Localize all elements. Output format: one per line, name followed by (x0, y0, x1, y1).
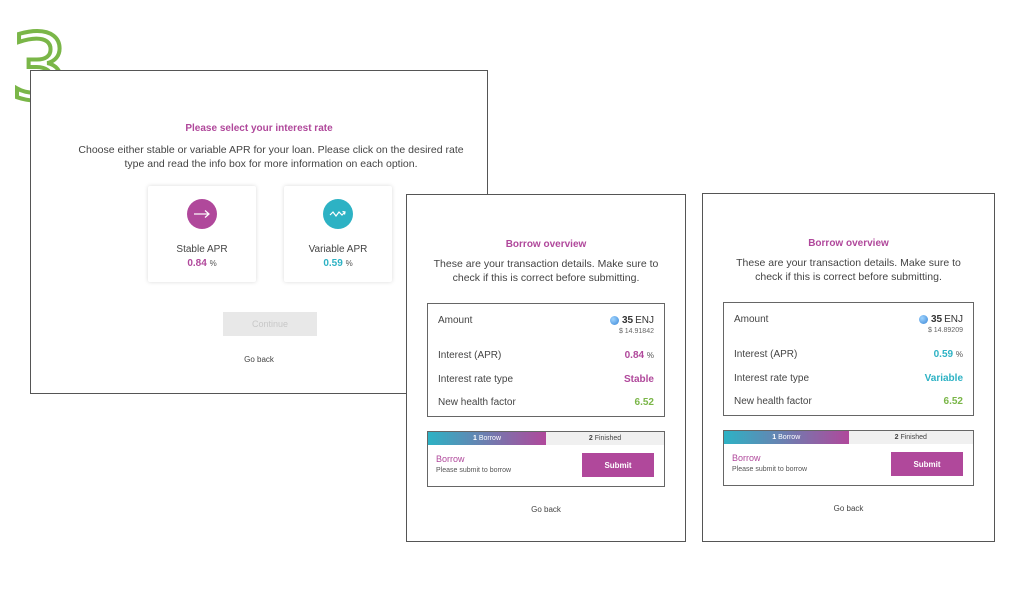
rate-type-label: Interest rate type (734, 373, 810, 384)
submit-button[interactable]: Submit (582, 453, 654, 477)
go-back-link[interactable]: Go back (531, 505, 561, 514)
amount-value: 35 (621, 315, 634, 326)
borrow-steps: 1 Borrow 2 Finished Borrow Please submit… (723, 430, 974, 486)
rate-type-value: Stable (623, 374, 654, 385)
step-1-borrow: 1 Borrow (724, 431, 849, 444)
select-rate-title: Please select your interest rate (185, 123, 333, 134)
variable-apr-card[interactable]: Variable APR 0.59 % (284, 186, 392, 282)
step-2-finished: 2 Finished (848, 431, 973, 444)
step-1-borrow: 1 Borrow (428, 432, 546, 445)
continue-button[interactable]: Continue (223, 312, 317, 336)
step-2-finished: 2 Finished (546, 432, 664, 445)
health-factor-value: 6.52 (943, 396, 963, 407)
borrow-overview-variable: Borrow overview These are your transacti… (702, 193, 995, 542)
overview-description: These are your transaction details. Make… (736, 257, 961, 283)
overview-title: Borrow overview (808, 238, 889, 249)
health-factor-value: 6.52 (634, 397, 654, 408)
go-back-link[interactable]: Go back (833, 504, 864, 513)
select-rate-description: Choose either stable or variable APR for… (78, 144, 464, 170)
variable-apr-value: 0.59 % (323, 258, 353, 269)
amount-label: Amount (734, 314, 769, 325)
rate-type-label: Interest rate type (438, 374, 514, 385)
enj-token-icon (609, 316, 619, 325)
borrow-steps: 1 Borrow 2 Finished Borrow Please submit… (427, 431, 665, 487)
step-progress-bar: 1 Borrow 2 Finished (724, 431, 973, 444)
step-progress-bar: 1 Borrow 2 Finished (428, 432, 664, 445)
amount-usd: $ 14.89209 (927, 327, 963, 334)
arrow-right-icon (187, 199, 217, 229)
amount-token: ENJ (944, 314, 963, 325)
go-back-link[interactable]: Go back (244, 355, 274, 364)
rate-type-value: Variable (924, 373, 963, 384)
transaction-details: Amount 35 ENJ $ 14.89209 Interest (APR) … (723, 302, 974, 416)
amount-token: ENJ (635, 315, 654, 326)
stable-apr-value: 0.84 % (187, 258, 217, 269)
interest-label: Interest (APR) (734, 349, 798, 360)
interest-value: 0.84 % (624, 350, 654, 361)
submit-button[interactable]: Submit (891, 452, 963, 476)
interest-value: 0.59 % (933, 349, 963, 360)
health-factor-label: New health factor (734, 396, 812, 407)
zigzag-arrow-icon (323, 199, 353, 229)
amount-label: Amount (438, 315, 473, 326)
variable-apr-label: Variable APR (308, 244, 368, 255)
action-title: Borrow (732, 453, 761, 463)
interest-label: Interest (APR) (438, 350, 502, 361)
enj-token-icon (918, 315, 928, 324)
stable-apr-label: Stable APR (176, 244, 228, 255)
overview-title: Borrow overview (505, 239, 587, 250)
health-factor-label: New health factor (438, 397, 516, 408)
action-subtitle: Please submit to borrow (732, 466, 808, 473)
action-subtitle: Please submit to borrow (436, 467, 512, 474)
amount-usd: $ 14.91842 (618, 328, 654, 335)
overview-description: These are your transaction details. Make… (433, 258, 659, 284)
stable-apr-card[interactable]: Stable APR 0.84 % (148, 186, 256, 282)
borrow-overview-stable: Borrow overview These are your transacti… (406, 194, 686, 542)
action-title: Borrow (436, 454, 465, 464)
amount-value: 35 (930, 314, 943, 325)
transaction-details: Amount 35 ENJ $ 14.91842 Interest (APR) … (427, 303, 665, 417)
